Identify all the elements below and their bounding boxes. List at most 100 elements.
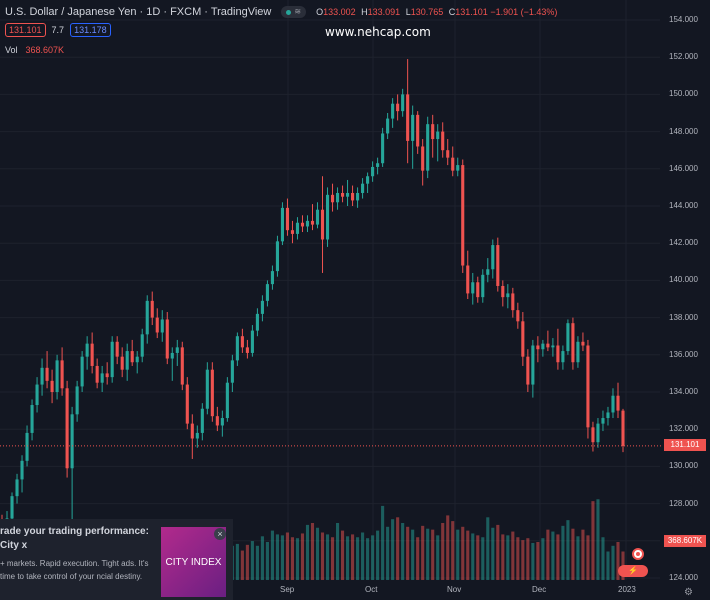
candle-body — [416, 114, 420, 147]
volume-bar — [401, 523, 405, 580]
volume-bar — [315, 527, 320, 580]
candle-body — [521, 321, 525, 357]
candle-body — [496, 245, 500, 286]
chart-header: U.S. Dollar / Japanese Yen · 1D · FXCM ·… — [5, 6, 557, 18]
buy-button[interactable]: 131.178 — [70, 23, 111, 37]
candle-body — [260, 300, 264, 314]
volume-bar — [571, 528, 575, 580]
candle-body — [411, 114, 415, 141]
volume-bar — [541, 538, 545, 580]
candle-body — [175, 347, 179, 353]
ad-headline: rade your trading performance: City x — [0, 526, 149, 551]
candle-body — [516, 310, 520, 322]
volume-bar — [466, 530, 470, 580]
volume-bar — [330, 537, 335, 580]
volume-bar — [451, 521, 455, 580]
candle-body — [185, 384, 189, 424]
candle-body — [531, 345, 535, 385]
gear-icon[interactable]: ⚙ — [684, 587, 693, 598]
sell-button[interactable]: 131.101 — [5, 23, 46, 37]
candle-body — [381, 133, 385, 164]
low-value: 130.765 — [410, 7, 444, 17]
candle-body — [180, 347, 184, 385]
volume-bar — [486, 517, 490, 580]
volume-bar — [456, 529, 460, 580]
ad-banner[interactable]: rade your trading performance: City x + … — [0, 519, 233, 600]
x-tick-label: Oct — [365, 585, 378, 594]
candle-body — [371, 166, 375, 177]
candle-body — [315, 209, 320, 225]
candle-body — [290, 230, 295, 234]
volume-legend[interactable]: Vol 368.607K — [5, 45, 64, 55]
close-icon[interactable]: × — [214, 528, 226, 540]
candle-body — [401, 94, 405, 112]
candle-body — [330, 194, 335, 203]
volume-bar — [616, 542, 620, 580]
candle-body — [75, 386, 79, 415]
volume-bar — [235, 543, 239, 580]
candle-body — [441, 131, 445, 151]
candle-body — [391, 103, 395, 119]
market-status-pill[interactable]: ≋ — [281, 6, 307, 18]
volume-bar — [416, 537, 420, 580]
high-label: H — [361, 7, 368, 17]
y-tick-label: 144.000 — [669, 201, 698, 210]
candle-body — [135, 356, 139, 363]
candle-body — [576, 341, 580, 363]
candle-body — [120, 356, 124, 370]
volume-bar — [270, 530, 274, 580]
candle-body — [586, 345, 590, 428]
candle-body — [45, 367, 49, 381]
ad-logo[interactable]: CITY INDEX — [161, 527, 226, 597]
candle-body — [466, 265, 470, 294]
candle-body — [611, 395, 615, 413]
candle-body — [80, 356, 84, 387]
volume-bar — [250, 541, 254, 580]
candle-body — [215, 416, 219, 426]
candle-body — [601, 418, 605, 424]
volume-bar — [335, 523, 340, 580]
candle-body — [571, 323, 575, 363]
candle-body — [501, 285, 505, 298]
volume-bar — [411, 529, 415, 580]
candle-body — [471, 282, 475, 294]
volume-bar — [426, 528, 430, 580]
volume-bar — [295, 538, 300, 580]
candle-body — [230, 360, 234, 383]
volume-bar — [516, 537, 520, 580]
record-icon[interactable] — [632, 548, 644, 560]
last-volume-label: 368.607K — [664, 535, 706, 547]
candle-body — [15, 479, 19, 497]
candle-body — [486, 269, 490, 275]
symbol-title[interactable]: U.S. Dollar / Japanese Yen · 1D · FXCM ·… — [5, 6, 272, 18]
flags-icon[interactable]: ⚡ — [618, 565, 648, 577]
candle-body — [190, 423, 194, 439]
candle-body — [90, 343, 94, 366]
candle-body — [561, 351, 565, 363]
volume-bar — [280, 535, 285, 580]
candle-body — [376, 163, 380, 167]
candle-body — [436, 131, 440, 140]
candle-body — [55, 360, 59, 392]
close-value: 131.101 — [455, 7, 488, 17]
candle-body — [155, 317, 159, 333]
x-tick-label: Dec — [532, 585, 547, 594]
candle-body — [506, 293, 510, 298]
candle-body — [305, 220, 310, 227]
volume-bar — [606, 551, 610, 580]
candle-body — [451, 157, 455, 171]
volume-bar — [255, 545, 259, 580]
candle-body — [621, 410, 625, 446]
y-tick-label: 154.000 — [669, 15, 698, 24]
candle-body — [300, 222, 305, 227]
candle-body — [431, 124, 435, 140]
volume-bar — [396, 517, 400, 580]
volume-bar — [576, 536, 580, 580]
candle-body — [396, 103, 400, 112]
volume-bar — [285, 532, 290, 580]
x-tick-label: 2023 — [618, 585, 636, 594]
candle-body — [541, 343, 545, 350]
volume-bar — [586, 535, 590, 580]
y-tick-label: 136.000 — [669, 349, 698, 359]
